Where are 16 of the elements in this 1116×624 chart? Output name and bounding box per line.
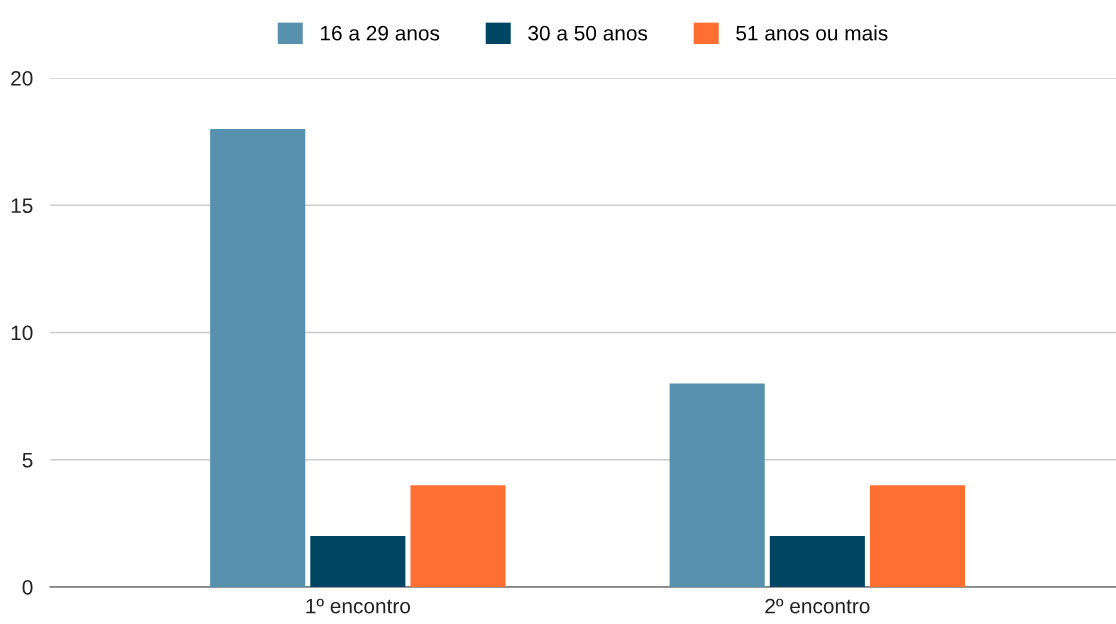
bar xyxy=(869,485,966,587)
y-tick-label: 5 xyxy=(22,452,33,468)
bar xyxy=(210,128,306,587)
legend-label: 16 a 29 anos xyxy=(321,25,440,41)
legend-label: 51 anos ou mais xyxy=(736,25,888,41)
x-tick-label: 2º encontro xyxy=(765,598,870,614)
bar xyxy=(410,485,506,587)
bar xyxy=(310,536,406,587)
y-tick-label: 20 xyxy=(11,71,33,86)
bar xyxy=(669,383,765,587)
x-tick-label: 1º encontro xyxy=(306,598,411,614)
y-tick-label: 15 xyxy=(11,198,33,213)
legend-label: 30 a 50 anos xyxy=(528,25,648,41)
y-tick-label: 0 xyxy=(22,580,33,595)
y-tick-label: 10 xyxy=(11,325,33,341)
bar xyxy=(769,536,865,587)
